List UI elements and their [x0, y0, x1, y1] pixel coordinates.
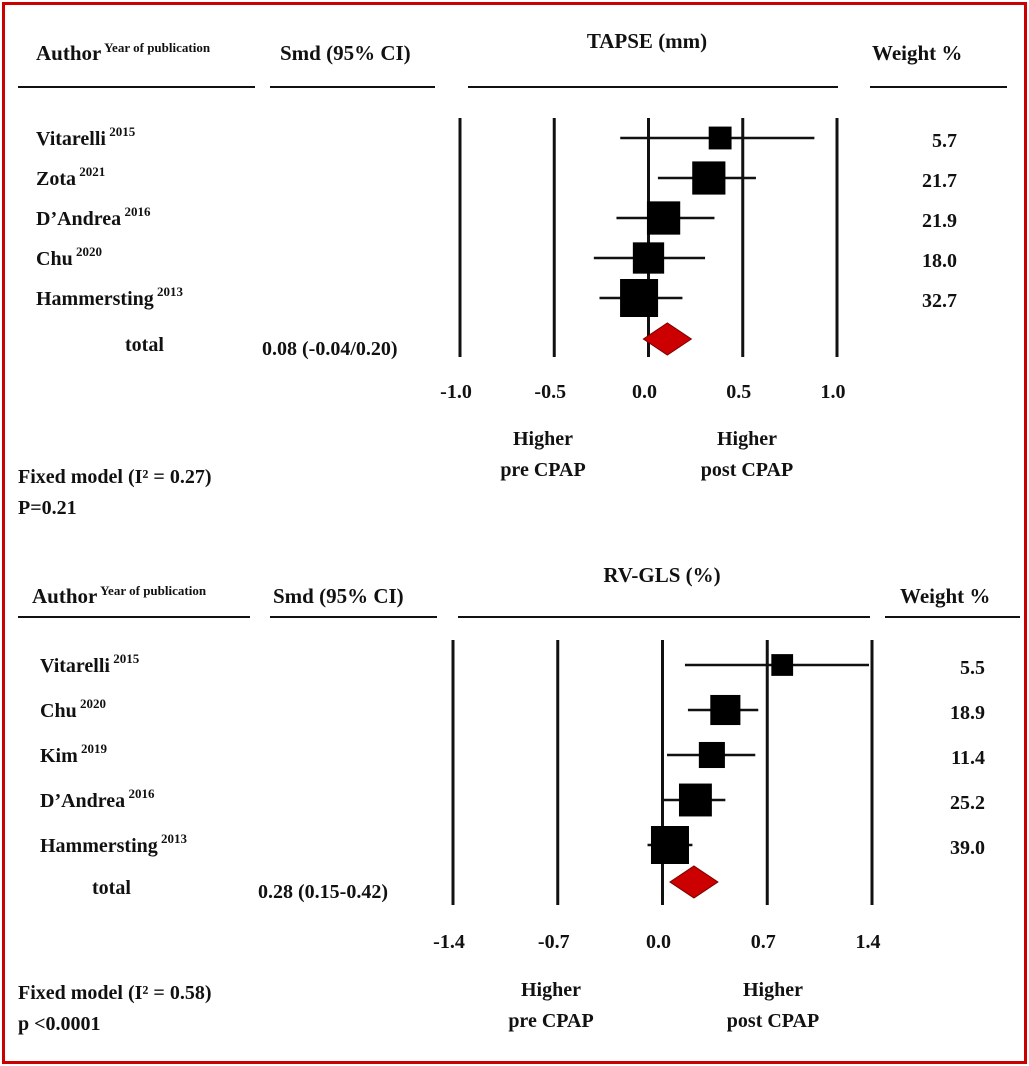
- study-weight: 32.7: [922, 290, 957, 312]
- x-tick-label: 0.7: [751, 931, 776, 953]
- study-weight: 25.2: [950, 792, 985, 814]
- study-weight: 21.7: [922, 170, 957, 192]
- weight-column-header: Weight %: [900, 584, 990, 608]
- study-author-label: Chu 2020: [40, 696, 106, 722]
- study-author-label: D’Andrea 2016: [36, 204, 151, 230]
- study-point-estimate: [710, 694, 741, 726]
- study-author-label: Hammersting 2013: [40, 831, 188, 857]
- study-point-estimate: [692, 161, 726, 195]
- study-point-estimate: [698, 741, 725, 769]
- study-point-estimate: [646, 201, 681, 235]
- study-weight: 5.5: [960, 657, 985, 679]
- smd-column-header: Smd (95% CI): [273, 584, 404, 608]
- x-tick-label: 0.0: [646, 931, 671, 953]
- direction-right-label: post CPAP: [727, 1010, 819, 1032]
- x-tick-label: 0.0: [632, 381, 657, 403]
- direction-left-label: Higher: [521, 979, 581, 1001]
- direction-left-label: pre CPAP: [508, 1010, 593, 1032]
- study-weight: 39.0: [950, 837, 985, 859]
- total-smd-value: 0.08 (-0.04/0.20): [262, 338, 398, 360]
- study-weight: 5.7: [932, 130, 957, 152]
- pooled-estimate-diamond: [669, 865, 719, 899]
- direction-left-label: Higher: [513, 428, 573, 450]
- model-p-value: p <0.0001: [18, 1013, 101, 1035]
- study-author-label: Chu 2020: [36, 244, 102, 270]
- forest-plot-1: TAPSE (mm) Author Year of publication Smd …: [18, 29, 1007, 519]
- x-tick-label: 1.0: [821, 381, 846, 403]
- total-smd-value: 0.28 (0.15-0.42): [258, 881, 388, 903]
- pooled-estimate-diamond: [642, 322, 693, 356]
- study-author-label: Kim 2019: [40, 741, 108, 767]
- direction-right-label: Higher: [743, 979, 803, 1001]
- study-point-estimate: [771, 654, 794, 676]
- plot-title: RV-GLS (%): [603, 563, 720, 587]
- study-point-estimate: [632, 242, 665, 274]
- x-tick-label: -1.0: [440, 381, 472, 403]
- study-point-estimate: [678, 783, 712, 817]
- forest-plot-2: RV-GLS (%) Author Year of publication Smd …: [18, 563, 1020, 1035]
- study-author-label: D’Andrea 2016: [40, 786, 155, 812]
- direction-left-label: pre CPAP: [500, 459, 585, 481]
- study-author-label: Vitarelli 2015: [36, 124, 136, 150]
- total-label: total: [125, 334, 164, 356]
- x-tick-label: 1.4: [856, 931, 881, 953]
- study-weight: 11.4: [951, 747, 985, 769]
- model-p-value: P=0.21: [18, 497, 77, 519]
- study-point-estimate: [650, 826, 689, 864]
- author-column-header: Author Year of publication: [36, 40, 211, 65]
- weight-column-header: Weight %: [872, 41, 962, 65]
- study-point-estimate: [708, 126, 732, 150]
- study-point-estimate: [620, 279, 659, 317]
- study-weight: 21.9: [922, 210, 957, 232]
- direction-right-label: Higher: [717, 428, 777, 450]
- author-column-header: Author Year of publication: [32, 583, 207, 608]
- x-tick-label: -1.4: [433, 931, 465, 953]
- study-author-label: Zota 2021: [36, 164, 105, 190]
- x-tick-label: -0.7: [538, 931, 570, 953]
- study-weight: 18.9: [950, 702, 985, 724]
- direction-right-label: post CPAP: [701, 459, 793, 481]
- model-heterogeneity: Fixed model (I² = 0.27): [18, 466, 212, 488]
- study-author-label: Vitarelli 2015: [40, 651, 140, 677]
- plot-title: TAPSE (mm): [587, 29, 707, 53]
- study-weight: 18.0: [922, 250, 957, 272]
- model-heterogeneity: Fixed model (I² = 0.58): [18, 982, 212, 1004]
- x-tick-label: -0.5: [534, 381, 566, 403]
- study-author-label: Hammersting 2013: [36, 284, 184, 310]
- smd-column-header: Smd (95% CI): [280, 41, 411, 65]
- total-label: total: [92, 877, 131, 899]
- x-tick-label: 0.5: [726, 381, 751, 403]
